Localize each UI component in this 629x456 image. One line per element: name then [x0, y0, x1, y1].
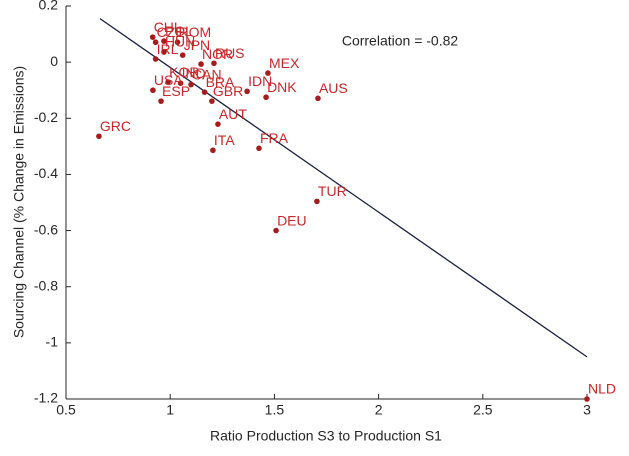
point-label: NOR	[202, 46, 233, 62]
point-label: AUS	[319, 80, 348, 96]
point-label: NLD	[588, 381, 616, 397]
y-axis-label: Sourcing Channel (% Change in Emissions)	[11, 66, 27, 338]
point	[158, 98, 164, 104]
y-tick-label: 0.2	[39, 0, 59, 13]
point	[584, 396, 590, 402]
point	[161, 38, 167, 44]
y-tick-label: -0.6	[34, 221, 58, 237]
point	[149, 34, 156, 40]
point	[314, 198, 320, 205]
y-tick-label: -1.2	[34, 390, 58, 406]
point	[209, 98, 215, 104]
point	[211, 60, 217, 67]
y-tick-label: -0.4	[34, 165, 58, 181]
x-tick-label: 3	[583, 402, 591, 418]
point	[263, 94, 269, 101]
point	[177, 80, 184, 86]
point	[152, 56, 159, 62]
point-label: GRC	[100, 118, 131, 134]
point-label: AUT	[219, 106, 247, 122]
point-label: ROM	[178, 24, 211, 40]
y-tick-label: -0.2	[34, 109, 58, 125]
point-label: GBR	[213, 83, 243, 99]
point	[265, 70, 271, 76]
y-tick-label: 0	[50, 53, 58, 69]
point-label: KOR	[169, 64, 199, 80]
point-label: USA	[154, 72, 183, 88]
x-tick-label: 1.5	[265, 402, 285, 418]
point-label: CAN	[192, 66, 222, 82]
x-tick-label: 2.5	[473, 402, 493, 418]
point-label: JPN	[184, 37, 210, 53]
point	[188, 81, 194, 88]
point-label: TUR	[318, 183, 347, 199]
point-label: HUN	[165, 34, 195, 50]
point-label: IND	[182, 65, 206, 81]
point	[150, 87, 156, 94]
point	[198, 61, 204, 67]
point	[215, 121, 221, 127]
point-label: IDN	[248, 73, 272, 89]
point-label: FRA	[260, 130, 289, 146]
point	[152, 39, 159, 46]
point-label: CHL	[154, 19, 182, 35]
point-label: DNK	[267, 79, 297, 95]
point-label: DEU	[277, 212, 307, 228]
point	[174, 39, 181, 46]
point-label: ESP	[162, 83, 190, 99]
point-label: POL	[165, 23, 193, 39]
point-label: CZE	[157, 24, 185, 40]
y-tick-label: -0.8	[34, 277, 58, 293]
point-label: BRA	[206, 74, 235, 90]
point-label: MEX	[269, 55, 300, 71]
point-label: RUS	[215, 45, 245, 61]
annotation: Correlation = -0.82	[342, 33, 459, 49]
y-tick-label: -1	[46, 334, 59, 350]
point	[210, 147, 216, 154]
fit-line	[99, 18, 588, 358]
point	[244, 88, 250, 95]
x-axis-label: Ratio Production S3 to Production S1	[210, 428, 442, 444]
point	[161, 49, 167, 55]
point-label: ITA	[214, 132, 235, 148]
point	[201, 89, 208, 95]
point	[315, 95, 321, 102]
point	[179, 52, 186, 58]
x-tick-label: 1	[166, 402, 174, 418]
point-label: IRL	[157, 41, 179, 57]
point	[165, 79, 171, 85]
point	[96, 133, 102, 140]
x-tick-label: 0.5	[56, 402, 76, 418]
x-tick-label: 2	[375, 402, 383, 418]
point	[256, 145, 262, 152]
point	[273, 227, 279, 234]
